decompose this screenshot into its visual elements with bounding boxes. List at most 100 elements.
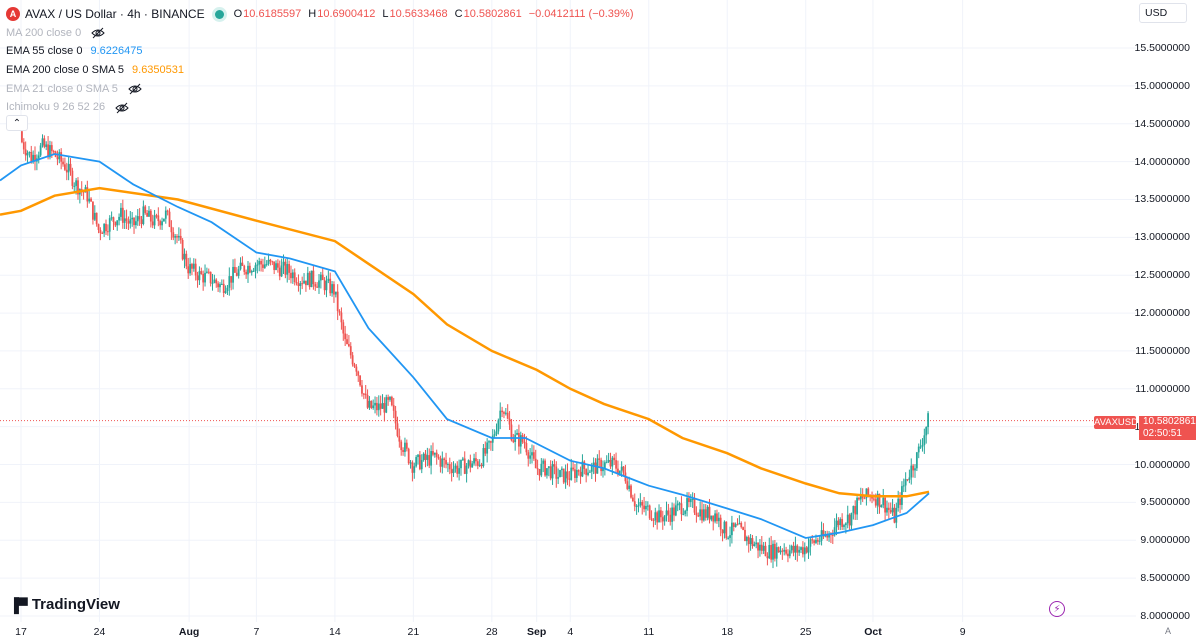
candle-body — [837, 520, 840, 526]
candle-body — [362, 393, 365, 395]
candle-body — [773, 543, 776, 559]
x-tick-label: 17 — [15, 626, 27, 638]
candle-body — [220, 283, 223, 285]
candle-body — [47, 144, 49, 158]
candle-body — [809, 539, 812, 547]
candle-body — [215, 279, 218, 284]
candle-body — [37, 155, 40, 159]
market-status-icon[interactable] — [214, 9, 224, 19]
candle-body — [357, 371, 360, 376]
y-tick-label: 11.0000000 — [1135, 382, 1190, 395]
auto-scale-button[interactable]: A — [1164, 626, 1171, 636]
candle-body — [843, 525, 845, 527]
candle-body — [762, 545, 765, 551]
brand-name: TradingView — [31, 596, 120, 613]
indicator-ema55[interactable]: EMA 55 close 0 9.6226475 — [6, 42, 641, 61]
eye-off-icon[interactable] — [128, 83, 142, 95]
candle-body — [899, 498, 901, 505]
y-tick-label: 13.5000000 — [1134, 193, 1190, 206]
candle-body — [613, 457, 616, 461]
currency-button[interactable]: USD — [1139, 3, 1187, 23]
candle-body — [92, 201, 94, 220]
candle-body — [314, 284, 317, 287]
eye-off-icon[interactable] — [115, 102, 129, 114]
candle-body — [28, 152, 31, 154]
candle-body — [708, 506, 711, 520]
candle-body — [364, 393, 367, 396]
candle-body — [424, 453, 427, 460]
candle-body — [118, 216, 120, 221]
candle-body — [617, 468, 619, 475]
candle-body — [262, 264, 264, 268]
candle-body — [785, 549, 787, 554]
candle-body — [45, 144, 48, 147]
candle-body — [863, 498, 866, 500]
candle-body — [676, 503, 679, 506]
y-tick-label: 10.0000000 — [1134, 458, 1190, 471]
candle-body — [764, 545, 767, 557]
candle-body — [755, 542, 758, 545]
candle-body — [725, 521, 728, 538]
candle-body — [151, 221, 154, 226]
candle-body — [450, 469, 453, 474]
lightning-icon[interactable]: ⚡ — [1049, 601, 1065, 617]
candle-body — [413, 466, 416, 473]
candle-body — [865, 488, 868, 499]
candle-body — [41, 138, 44, 146]
indicator-ema200[interactable]: EMA 200 close 0 SMA 5 9.6350531 — [6, 61, 641, 80]
indicator-ema21[interactable]: EMA 21 close 0 SMA 5 — [6, 80, 641, 99]
candle-body — [886, 507, 888, 513]
candle-body — [712, 515, 715, 522]
candle-body — [538, 468, 541, 476]
candle-body — [181, 240, 184, 260]
ohlc-open-value: 10.6185597 — [243, 8, 302, 20]
candle-body — [691, 498, 694, 500]
candle-body — [525, 443, 528, 453]
candle-body — [560, 468, 563, 471]
candle-body — [893, 507, 896, 523]
candle-body — [643, 505, 645, 510]
symbol-title[interactable]: AVAX / US Dollar · 4h · BINANCE — [25, 7, 205, 21]
candle-body — [654, 512, 657, 521]
candle-body — [574, 469, 576, 478]
candle-body — [751, 538, 754, 547]
candle-body — [581, 461, 584, 477]
candle-body — [204, 272, 206, 283]
price-change: −0.0412111 (−0.39%) — [528, 8, 634, 20]
candle-body — [852, 506, 855, 513]
candle-body — [110, 217, 113, 219]
y-tick-label: 15.0000000 — [1134, 79, 1190, 92]
candle-body — [489, 441, 492, 443]
candle-body — [732, 522, 735, 527]
candle-body — [196, 275, 199, 281]
candle-body — [551, 464, 554, 479]
candle-body — [628, 485, 631, 489]
candle-body — [618, 470, 621, 475]
candle-body — [297, 283, 300, 286]
candle-body — [912, 465, 915, 471]
candle-body — [342, 322, 345, 334]
candle-body — [516, 432, 518, 435]
candle-body — [656, 512, 659, 523]
candle-body — [437, 456, 440, 459]
indicator-ma200[interactable]: MA 200 close 0 — [6, 24, 641, 43]
collapse-legend-button[interactable]: ⌃ — [6, 115, 28, 131]
candle-body — [844, 523, 847, 526]
candle-body — [714, 513, 716, 522]
eye-off-icon[interactable] — [91, 27, 105, 39]
indicator-ichimoku[interactable]: Ichimoku 9 26 52 26 — [6, 98, 641, 117]
candle-body — [170, 226, 173, 233]
candle-body — [882, 497, 885, 506]
y-tick-label: 8.5000000 — [1140, 572, 1190, 585]
candle-body — [790, 545, 793, 551]
candle-body — [824, 535, 827, 537]
candle-body — [587, 472, 589, 475]
candle-body — [144, 206, 147, 213]
candle-body — [566, 471, 569, 479]
candle-body — [602, 468, 604, 472]
candle-body — [62, 161, 64, 165]
candle-body — [461, 458, 464, 460]
candle-body — [355, 366, 358, 372]
tradingview-logo[interactable]: ▐▀ TradingView — [9, 596, 120, 613]
